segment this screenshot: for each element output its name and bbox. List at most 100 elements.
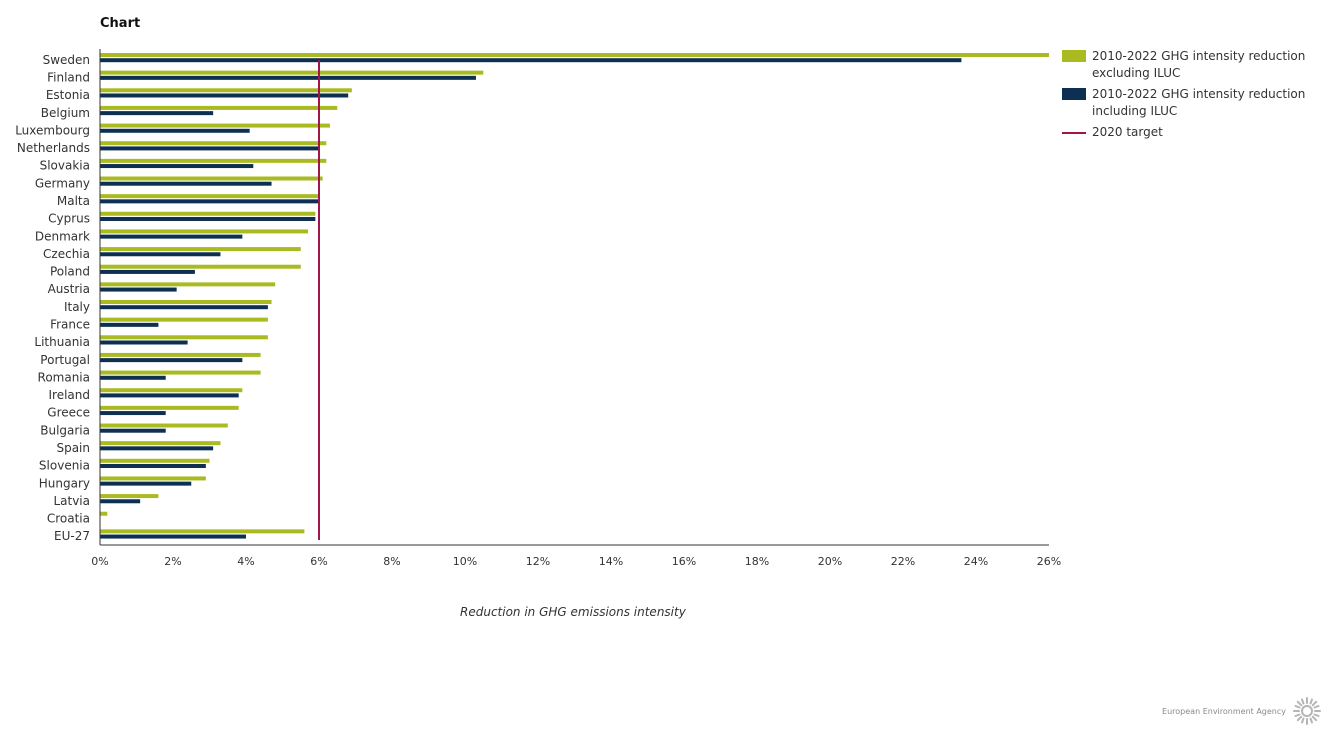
bar-excluding-iluc: [100, 388, 243, 393]
bar-including-iluc: [100, 322, 159, 327]
bar-including-iluc: [100, 234, 243, 239]
x-tick-label: 12%: [526, 555, 550, 568]
bar-including-iluc: [100, 375, 166, 380]
bar-including-iluc: [100, 411, 166, 416]
category-label: Luxembourg: [15, 123, 90, 137]
category-label: Austria: [48, 282, 90, 296]
bar-including-iluc: [100, 111, 214, 116]
bar-including-iluc: [100, 428, 166, 433]
category-label: Malta: [57, 194, 90, 208]
bar-excluding-iluc: [100, 511, 108, 516]
x-tick-label: 24%: [964, 555, 988, 568]
category-label: Denmark: [35, 229, 90, 243]
bar-excluding-iluc: [100, 88, 352, 93]
bar-chart: Sweden Finland Estonia Belgium Luxembourg Net…: [15, 49, 1061, 568]
bar-excluding-iluc: [100, 194, 319, 199]
bar-including-iluc: [100, 75, 476, 80]
category-label: Netherlands: [17, 141, 90, 155]
legend-swatch-target: [1062, 132, 1086, 134]
category-label: France: [50, 317, 90, 331]
legend-label-excluding-line2: excluding ILUC: [1092, 66, 1181, 80]
legend-label-target: 2020 target: [1092, 125, 1163, 139]
bar-including-iluc: [100, 216, 316, 221]
x-tick-label: 8%: [383, 555, 400, 568]
bar-excluding-iluc: [100, 335, 268, 340]
legend-swatch-including: [1062, 88, 1086, 100]
bar-including-iluc: [100, 269, 195, 274]
x-tick-label: 4%: [237, 555, 254, 568]
category-label: Czechia: [43, 247, 90, 261]
x-tick-label: 18%: [745, 555, 769, 568]
bar-excluding-iluc: [100, 158, 327, 163]
category-label: Germany: [35, 176, 90, 190]
category-label: Belgium: [41, 106, 90, 120]
category-label: Greece: [47, 406, 90, 420]
bar-excluding-iluc: [100, 229, 309, 234]
category-label: Latvia: [53, 494, 90, 508]
bar-excluding-iluc: [100, 529, 305, 534]
x-axis-label: Reduction in GHG emissions intensity: [460, 605, 686, 619]
category-label: Lithuania: [34, 335, 90, 349]
bar-excluding-iluc: [100, 370, 261, 375]
bar-including-iluc: [100, 481, 192, 486]
x-tick-label: 0%: [91, 555, 108, 568]
bar-including-iluc: [100, 340, 188, 345]
bar-including-iluc: [100, 305, 268, 310]
bar-including-iluc: [100, 446, 214, 451]
category-label: Cyprus: [48, 212, 90, 226]
bar-excluding-iluc: [100, 317, 268, 322]
legend-label-excluding-line1: 2010-2022 GHG intensity reduction: [1092, 49, 1306, 63]
category-label: Spain: [56, 441, 90, 455]
category-label: Poland: [50, 265, 90, 279]
category-label: Ireland: [48, 388, 90, 402]
x-tick-label: 6%: [310, 555, 327, 568]
bar-including-iluc: [100, 287, 177, 292]
x-tick-label: 2%: [164, 555, 181, 568]
legend-label-including: 2010-2022 GHG intensity reduction includ…: [1092, 86, 1305, 120]
bar-including-iluc: [100, 534, 246, 539]
legend-label-including-line1: 2010-2022 GHG intensity reduction: [1092, 87, 1306, 101]
legend-label-including-line2: including ILUC: [1092, 104, 1178, 118]
legend-swatch-excluding: [1062, 50, 1086, 62]
bar-excluding-iluc: [100, 352, 261, 357]
bar-including-iluc: [100, 164, 254, 169]
bar-excluding-iluc: [100, 423, 228, 428]
bar-including-iluc: [100, 181, 272, 186]
eea-sun-logo-icon: [1293, 697, 1321, 725]
category-label: Romania: [38, 370, 90, 384]
bar-excluding-iluc: [100, 476, 206, 481]
category-label: Sweden: [43, 53, 90, 67]
legend: 2010-2022 GHG intensity reduction exclud…: [1062, 48, 1322, 145]
x-tick-label: 20%: [818, 555, 842, 568]
x-tick-label: 16%: [672, 555, 696, 568]
bar-excluding-iluc: [100, 176, 323, 181]
bar-excluding-iluc: [100, 282, 276, 287]
bar-excluding-iluc: [100, 70, 484, 75]
bar-excluding-iluc: [100, 247, 301, 252]
bar-including-iluc: [100, 358, 243, 363]
category-label: Portugal: [40, 353, 90, 367]
category-label: EU-27: [54, 529, 90, 543]
bar-excluding-iluc: [100, 141, 327, 146]
bar-excluding-iluc: [100, 53, 1049, 57]
bar-excluding-iluc: [100, 441, 221, 446]
bar-including-iluc: [100, 146, 319, 151]
chart-title: Chart: [100, 16, 141, 31]
bar-excluding-iluc: [100, 123, 330, 128]
bar-excluding-iluc: [100, 494, 159, 499]
bar-excluding-iluc: [100, 300, 272, 304]
x-tick-label: 14%: [599, 555, 623, 568]
category-label: Estonia: [46, 88, 90, 102]
bar-excluding-iluc: [100, 105, 338, 110]
footer-org-name: European Environment Agency: [1162, 706, 1286, 716]
bar-including-iluc: [100, 93, 349, 98]
bar-excluding-iluc: [100, 458, 210, 463]
category-label: Hungary: [39, 476, 90, 490]
bar-including-iluc: [100, 252, 221, 257]
bar-excluding-iluc: [100, 405, 239, 410]
bar-including-iluc: [100, 499, 141, 504]
category-label: Croatia: [47, 512, 90, 526]
bar-excluding-iluc: [100, 264, 301, 269]
bar-including-iluc: [100, 128, 250, 133]
bar-including-iluc: [100, 199, 319, 204]
